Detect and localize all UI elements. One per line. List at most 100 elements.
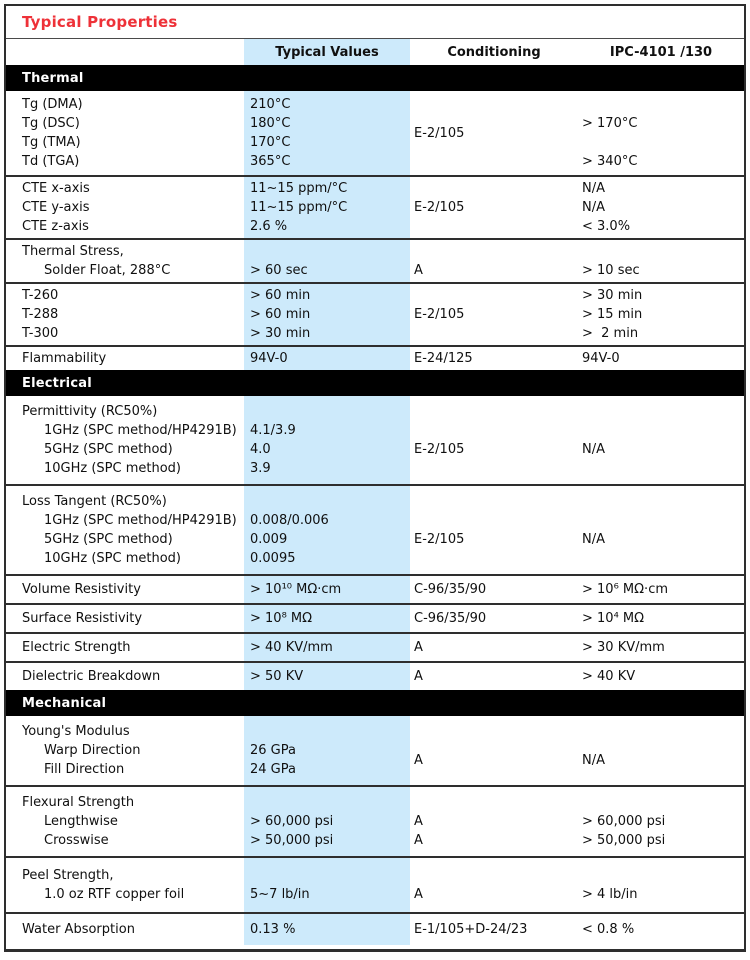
conditioning-value [410,866,578,885]
table-row-group: Volume Resistivity > 10¹⁰ MΩ·cm C-96/35/90… [6,574,744,603]
typical-value: 26 GPa [250,743,296,758]
typical-value [244,402,410,421]
property-column: Water Absorption [6,914,244,945]
property-column: T-260 T-288 T-300 [6,284,244,345]
property-label: Td (TGA) [22,154,80,169]
table-row-group: Flammability 94V-0 E-24/125 94V-0 [6,345,744,370]
table-row-group: Surface Resistivity > 10⁸ MΩ C-96/35/90 > 1… [6,603,744,632]
typical-value: > 50,000 psi [250,833,334,848]
typical-value: 2.6 % [250,219,288,234]
ipc-value: > 170°C [582,116,638,131]
typical-value: 180°C [250,116,291,131]
spacer [578,492,744,511]
ipc-value: > 4 lb/in [582,887,638,902]
typical-value: 210°C [250,97,291,112]
column-header-typical-values: Typical Values [244,39,410,65]
property-label: Thermal Stress, [22,244,124,259]
typical-value: 4.0 [250,442,271,457]
page-title: Typical Properties [22,13,178,31]
typical-value: 0.13 % [250,922,296,937]
conditioning-value: A [414,640,423,655]
ipc-value: > 340°C [582,154,638,169]
ipc-value: N/A [582,181,605,196]
typical-values-column: > 50 KV [244,663,410,690]
property-label: Loss Tangent (RC50%) [22,494,167,509]
conditioning-value [410,179,578,198]
ipc-column: N/A [578,396,744,484]
conditioning-value: A [414,814,423,829]
ipc-column: < 0.8 % [578,914,744,945]
property-column: Permittivity (RC50%) 1GHz (SPC method/HP4… [6,396,244,484]
property-label: Volume Resistivity [22,582,141,597]
property-label: Peel Strength, [22,868,114,883]
table-row-group: Flexural Strength Lengthwise Crosswise > 60… [6,785,744,856]
ipc-value: > 15 min [582,307,643,322]
typical-value: > 30 min [250,326,311,341]
table-row-group: Permittivity (RC50%) 1GHz (SPC method/HP4… [6,396,744,484]
column-header-ipc: IPC-4101 /130 [609,44,713,60]
conditioning-value: A [414,263,423,278]
typical-values-column: > 60 sec [244,240,410,282]
conditioning-column: C-96/35/90 [410,605,578,632]
property-column: Flexural Strength Lengthwise Crosswise [6,787,244,856]
table-row-group: CTE x-axis CTE y-axis CTE z-axis 11~15 ppm/… [6,175,744,238]
property-label: Solder Float, 288°C [44,263,171,278]
table-row-group: Water Absorption 0.13 % E-1/105+D-24/23 < 0… [6,912,744,945]
conditioning-column: E-24/125 [410,347,578,370]
column-header-conditioning: Conditioning [447,44,541,60]
ipc-column: N/A [578,486,744,574]
ipc-value [578,242,744,261]
ipc-column: > 10⁶ MΩ·cm [578,576,744,603]
typical-value: 11~15 ppm/°C [250,200,348,215]
column-header-property [6,39,244,65]
ipc-column: > 30 min > 15 min > 2 min [578,284,744,345]
property-label: Warp Direction [44,743,141,758]
table-row-group: Tg (DMA) Tg (DSC) Tg (TMA) Td (TGA) 210°C 180… [6,91,744,175]
property-column: CTE x-axis CTE y-axis CTE z-axis [6,177,244,238]
title-row: Typical Properties [6,6,744,39]
conditioning-value: A [414,669,423,684]
ipc-column: > 10 sec [578,240,744,282]
ipc-value: > 30 KV/mm [582,640,665,655]
property-label: Permittivity (RC50%) [22,404,158,419]
property-label: Electric Strength [22,640,131,655]
table-row-group: Peel Strength, 1.0 oz RTF copper foil 5~7 … [6,856,744,912]
property-label: CTE x-axis [22,181,90,196]
ipc-column: > 30 KV/mm [578,634,744,661]
property-label: 10GHz (SPC method) [44,461,181,476]
property-column: Surface Resistivity [6,605,244,632]
conditioning-value [410,286,578,305]
typical-value: > 60 min [250,307,311,322]
typical-value: > 10¹⁰ MΩ·cm [250,582,342,597]
typical-values-column: > 60 min > 60 min > 30 min [244,284,410,345]
typical-value [244,793,410,812]
ipc-value: N/A [582,442,605,457]
table-row-group: Loss Tangent (RC50%) 1GHz (SPC method/HP4… [6,484,744,574]
conditioning-column: A [410,858,578,912]
typical-value: 24 GPa [250,762,296,777]
conditioning-column: E-2/105 [410,177,578,238]
typical-values-column: > 60,000 psi > 50,000 psi [244,787,410,856]
typical-value: 0.009 [250,532,288,547]
section-band: Electrical [6,370,744,396]
property-column: Electric Strength [6,634,244,661]
typical-value: 4.1/3.9 [250,423,296,438]
typical-values-column: 94V-0 [244,347,410,370]
conditioning-value: E-2/105 [414,307,465,322]
datasheet-table: Typical Properties Typical Values Condit… [4,4,746,952]
typical-values-column: 4.1/3.9 4.0 3.9 [244,396,410,484]
typical-value: 170°C [250,135,291,150]
typical-values-column: 5~7 lb/in [244,858,410,912]
ipc-value: < 0.8 % [582,922,635,937]
typical-values-column: > 10⁸ MΩ [244,605,410,632]
conditioning-column: A [410,663,578,690]
spacer [578,402,744,421]
typical-values-column: 0.13 % [244,914,410,945]
property-label: 10GHz (SPC method) [44,551,181,566]
property-label: Young's Modulus [22,724,130,739]
spacer [578,722,744,741]
ipc-value: > 40 KV [582,669,636,684]
typical-values-column: > 10¹⁰ MΩ·cm [244,576,410,603]
ipc-value [578,95,744,114]
ipc-value [578,133,744,152]
